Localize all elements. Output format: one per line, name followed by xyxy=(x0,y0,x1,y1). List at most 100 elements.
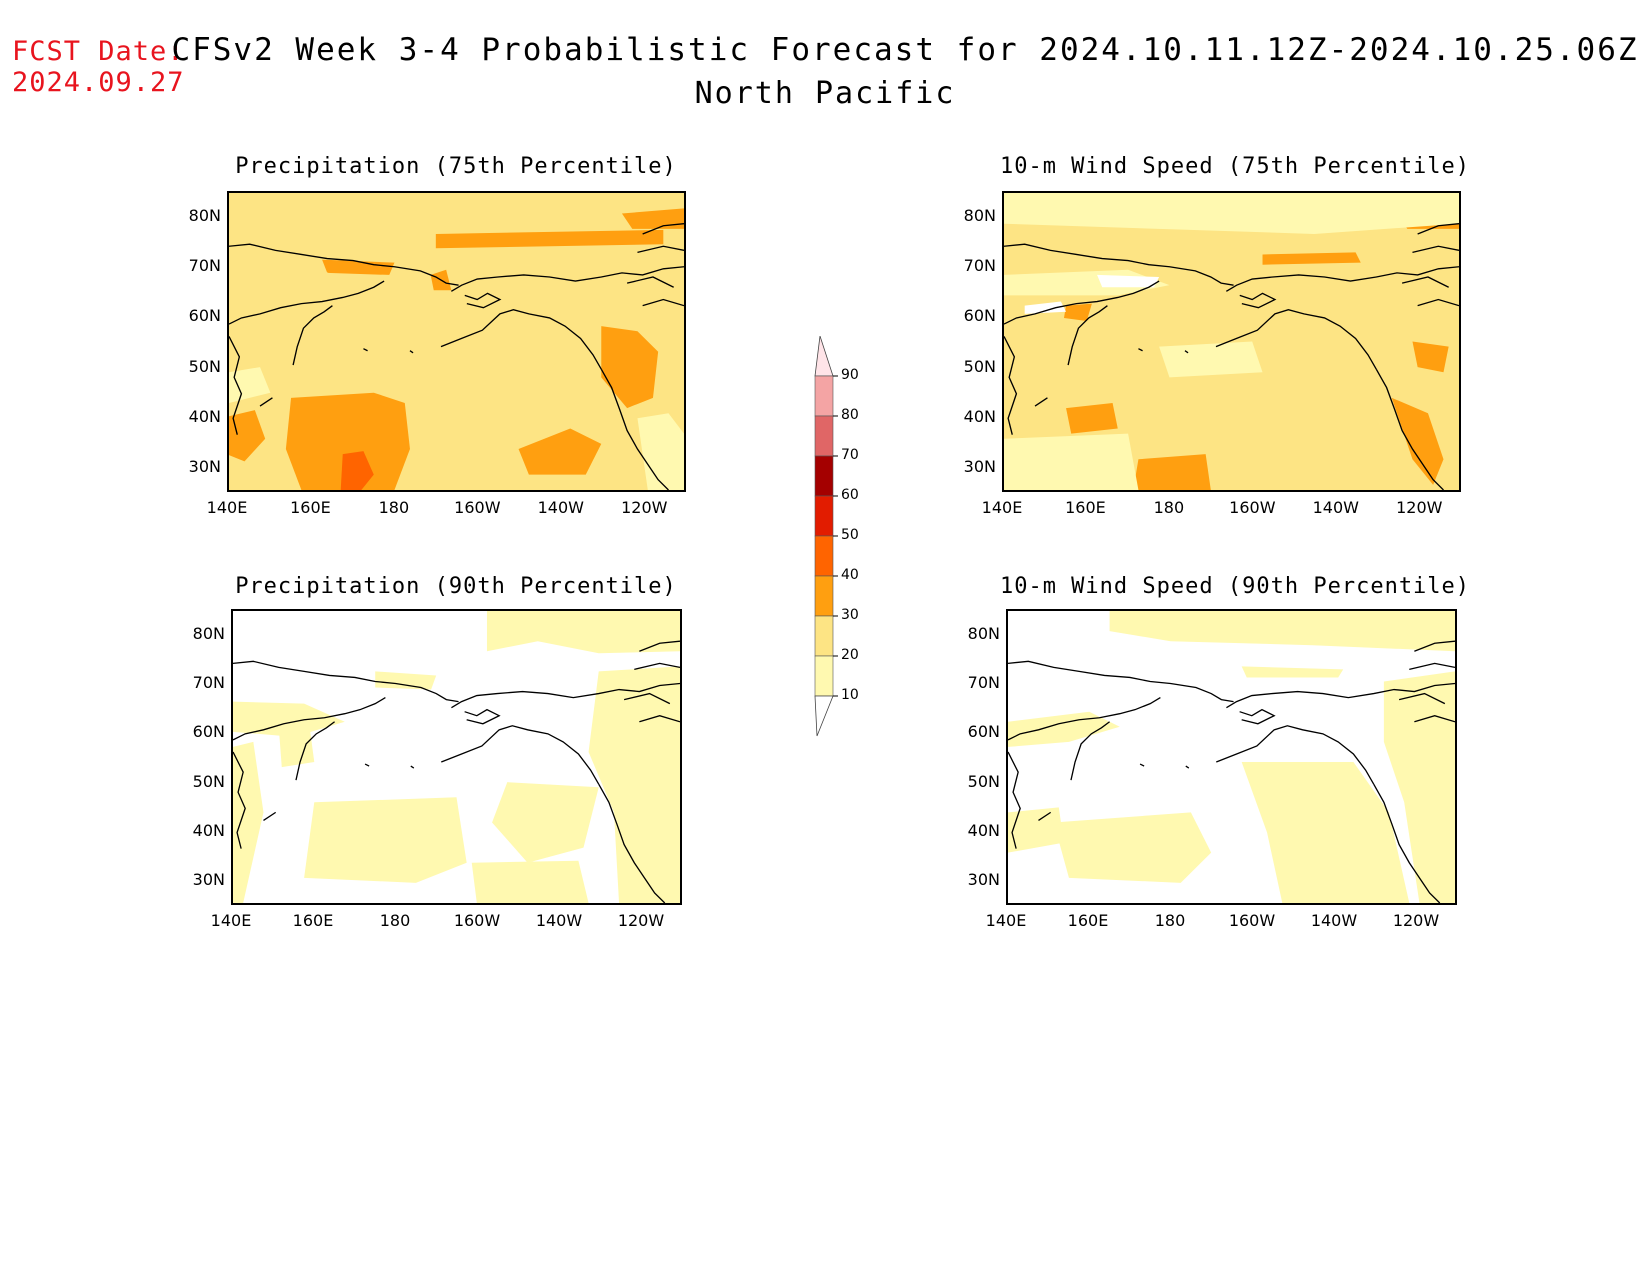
shaded-region xyxy=(301,326,395,373)
shaded-region xyxy=(229,264,354,306)
panel-title-wind-90: 10-m Wind Speed (90th Percentile) xyxy=(999,574,1471,599)
fcst-label: FCST Date: 2024.09.27 xyxy=(12,36,185,98)
shaded-region xyxy=(229,367,271,403)
shaded-region xyxy=(322,259,395,275)
lon-tick-label: 180 xyxy=(1153,498,1185,517)
coastline xyxy=(1398,640,1455,723)
shaded-region xyxy=(1109,611,1455,652)
coastline xyxy=(1038,763,1190,821)
coastline xyxy=(1070,721,1110,781)
shaded-region xyxy=(492,782,599,863)
coastline xyxy=(1067,305,1108,366)
shaded-region xyxy=(285,392,410,490)
lon-tick-label: 120W xyxy=(1392,911,1440,930)
colorbar-level-label: 40 xyxy=(841,567,859,583)
colorbar-level-label: 30 xyxy=(841,607,859,623)
lon-tick-label: 160E xyxy=(1065,498,1106,517)
coastline xyxy=(626,223,684,307)
shaded-region xyxy=(621,208,684,229)
lon-tick-label: 140E xyxy=(210,911,252,930)
lat-tick-label: 40N xyxy=(192,821,225,840)
coastline xyxy=(598,783,666,903)
shaded-region xyxy=(1008,711,1120,747)
colorbar xyxy=(814,336,838,737)
shaded-region xyxy=(1241,666,1344,678)
fcst-date: 2024.09.27 xyxy=(12,67,185,98)
coastline xyxy=(1375,368,1444,490)
shaded-region xyxy=(1008,807,1064,853)
shaded-region xyxy=(229,410,266,462)
colorbar-segment xyxy=(814,495,834,537)
shaded-region xyxy=(518,428,602,475)
colorbar-level-label: 80 xyxy=(841,407,859,423)
shaded-region xyxy=(1004,433,1139,490)
map-precip-90 xyxy=(231,609,682,905)
shaded-region xyxy=(1004,193,1459,234)
lat-tick-label: 30N xyxy=(192,870,225,890)
shaded-region xyxy=(340,451,374,490)
lat-tick-label: 50N xyxy=(963,356,996,376)
shaded-region xyxy=(233,701,345,737)
lat-tick-label: 70N xyxy=(963,256,996,276)
colorbar-level-label: 50 xyxy=(841,527,859,543)
lon-tick-label: 140E xyxy=(206,498,248,517)
lat-tick-label: 50N xyxy=(188,356,221,376)
coastline xyxy=(1004,243,1234,286)
lon-tick-label: 160W xyxy=(453,911,501,930)
coastline xyxy=(1225,266,1459,292)
shaded-region xyxy=(456,351,560,388)
shaded-region xyxy=(1066,402,1118,434)
colorbar-cap-top xyxy=(814,336,834,377)
lon-tick-label: 180 xyxy=(1154,911,1186,930)
colorbar-segment xyxy=(814,615,834,657)
coastline xyxy=(229,336,243,435)
lat-tick-label: 40N xyxy=(963,406,996,426)
lon-tick-label: 140W xyxy=(1310,911,1358,930)
colorbar-level-label: 60 xyxy=(841,487,859,503)
coastline xyxy=(259,348,414,407)
map-canvas xyxy=(229,193,684,490)
coastline xyxy=(233,660,459,703)
map-canvas xyxy=(1004,193,1459,490)
lon-tick-label: 140E xyxy=(985,911,1027,930)
shaded-region xyxy=(588,666,680,903)
coastline xyxy=(441,725,600,785)
lat-tick-label: 40N xyxy=(188,406,221,426)
colorbar-cap-bottom xyxy=(814,695,834,737)
coastline xyxy=(1373,783,1441,903)
colorbar-level-label: 20 xyxy=(841,647,859,663)
lon-tick-label: 120W xyxy=(617,911,665,930)
shaded-region xyxy=(601,326,659,409)
lat-tick-label: 70N xyxy=(188,256,221,276)
panel-title-precip-75: Precipitation (75th Percentile) xyxy=(235,154,677,179)
coastline xyxy=(1239,292,1277,309)
lat-tick-label: 70N xyxy=(967,673,1000,692)
map-wind-90 xyxy=(1006,609,1457,905)
coastline xyxy=(464,708,501,725)
colorbar-level-label: 90 xyxy=(841,367,859,383)
lat-tick-label: 30N xyxy=(967,870,1000,890)
coastline xyxy=(233,697,386,741)
lon-tick-label: 160E xyxy=(292,911,334,930)
shaded-region xyxy=(278,723,315,768)
lon-tick-label: 140W xyxy=(1312,498,1359,517)
lon-tick-label: 140W xyxy=(537,498,584,517)
colorbar-segment xyxy=(814,575,834,617)
colorbar-segment xyxy=(814,455,834,497)
lon-tick-label: 160E xyxy=(290,498,331,517)
colorbar-segment xyxy=(814,415,834,457)
lat-tick-label: 30N xyxy=(963,456,996,476)
shaded-region xyxy=(1391,397,1444,485)
lat-tick-label: 50N xyxy=(967,771,1000,791)
lat-tick-label: 80N xyxy=(967,623,1000,643)
lon-tick-label: 140E xyxy=(981,498,1023,517)
coastline xyxy=(464,292,502,309)
coastline xyxy=(233,751,246,849)
panel-title-precip-90: Precipitation (90th Percentile) xyxy=(235,574,677,599)
shaded-region xyxy=(1241,762,1410,903)
lat-tick-label: 50N xyxy=(192,771,225,791)
map-wind-75 xyxy=(1002,191,1461,492)
shaded-region xyxy=(486,611,680,654)
coastline xyxy=(1226,682,1455,709)
lat-tick-label: 60N xyxy=(963,306,996,326)
